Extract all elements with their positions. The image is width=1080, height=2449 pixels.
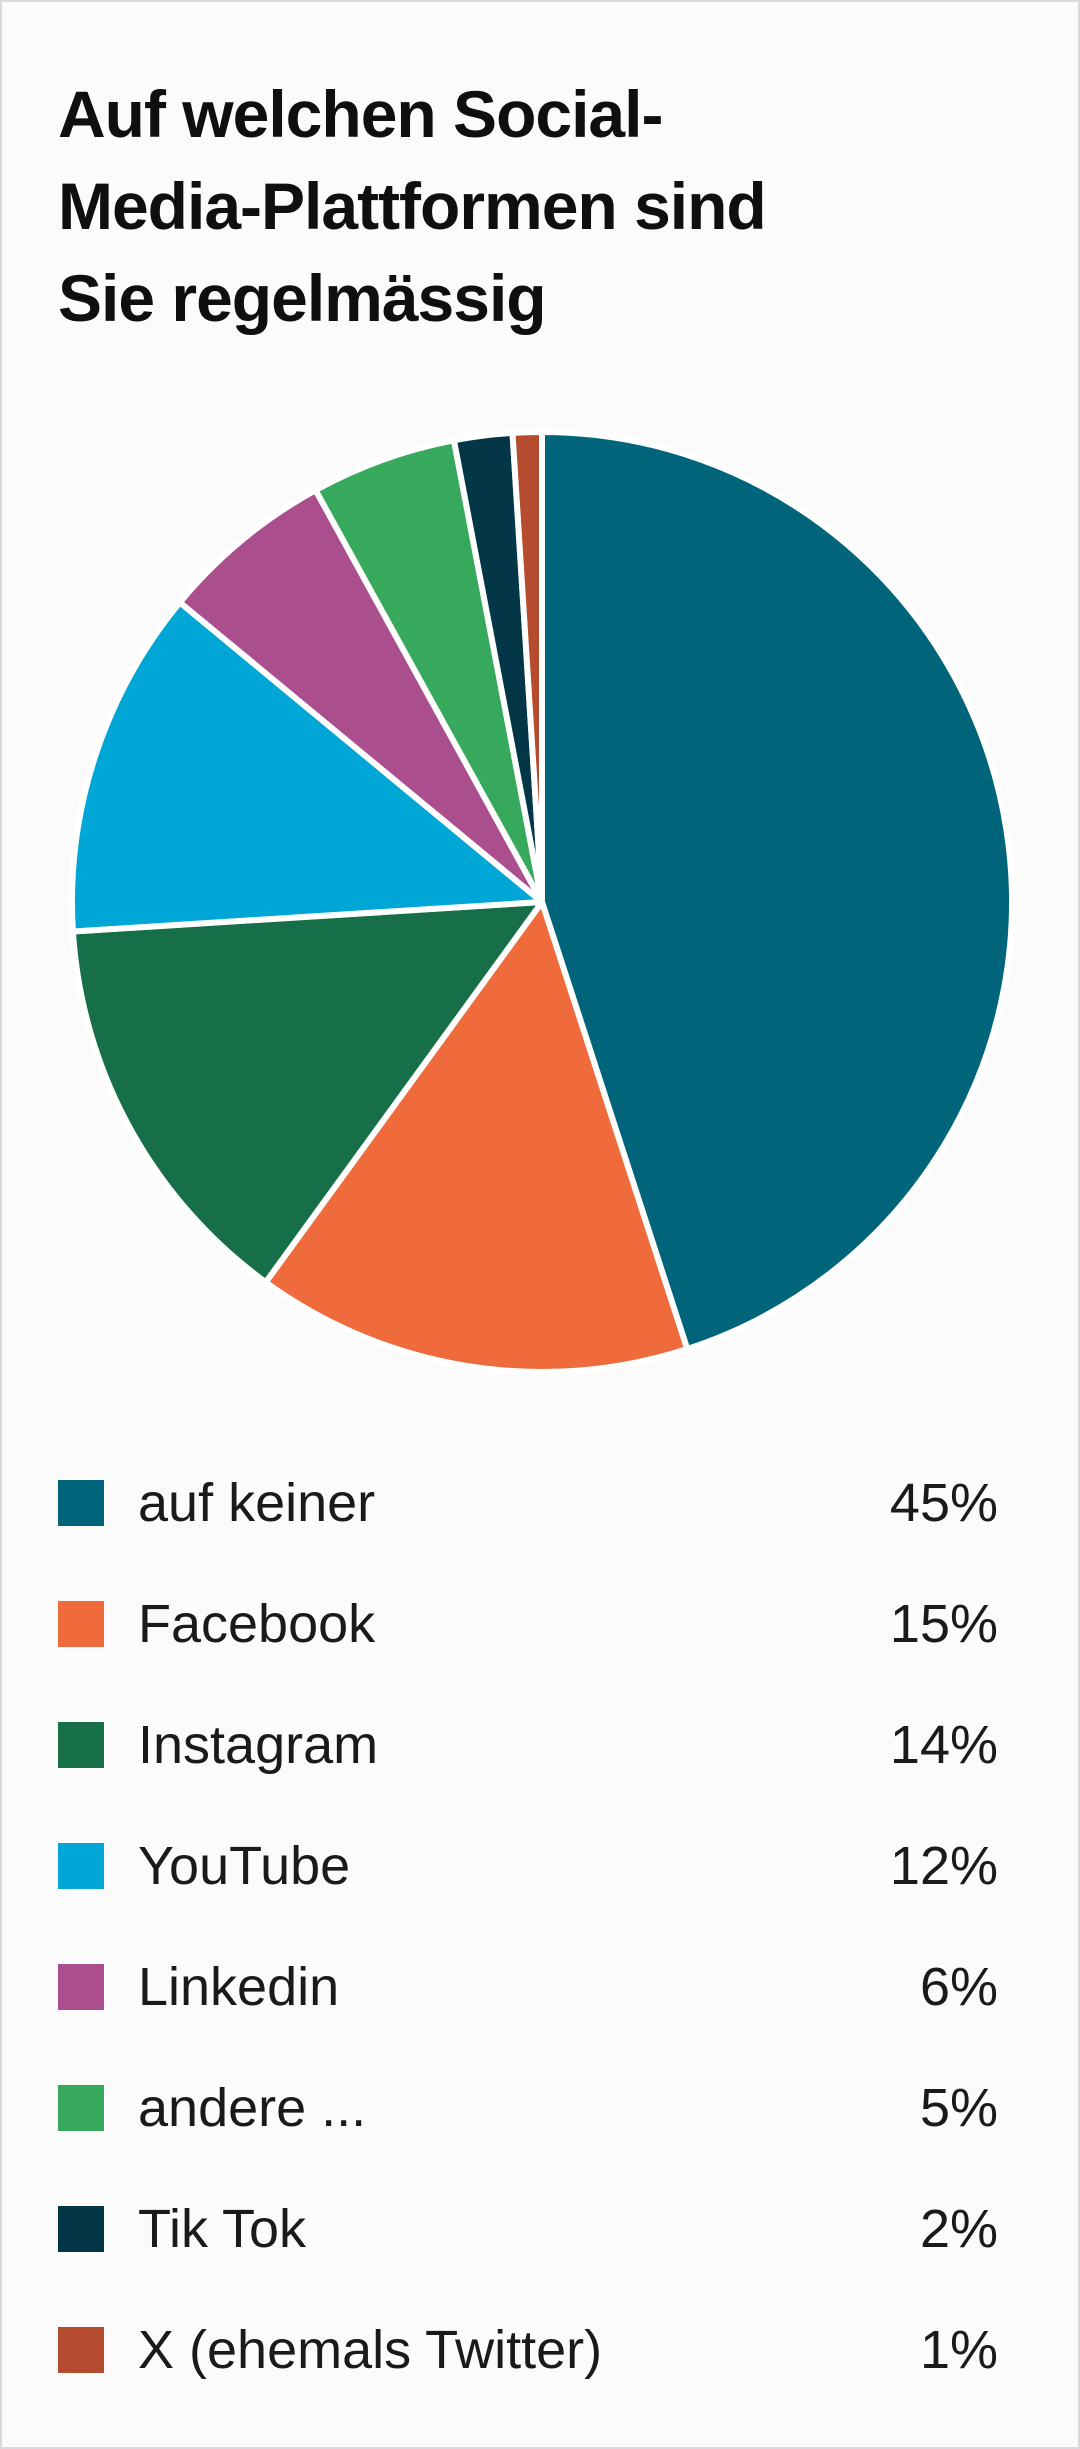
legend-value: 45% — [889, 1472, 998, 1533]
legend-label: X (ehemals Twitter) — [138, 2319, 603, 2380]
pie-slice — [69, 899, 545, 1286]
legend-swatch — [58, 2326, 104, 2373]
legend-swatch — [58, 1721, 104, 1768]
legend-swatch — [58, 2205, 104, 2252]
legend-value: 2% — [919, 2198, 998, 2259]
legend-value: 1% — [919, 2319, 998, 2380]
legend-value: 12% — [889, 1835, 998, 1896]
legend-item: auf keiner 45% — [58, 1442, 998, 1563]
pie-chart — [69, 429, 1016, 1375]
legend-label: Facebook — [138, 1593, 376, 1654]
legend-value: 6% — [919, 1956, 998, 2017]
legend-item: andere ... 5% — [58, 2047, 998, 2168]
legend-label: Instagram — [138, 1714, 379, 1775]
pie-slice — [509, 429, 545, 905]
title-line: Media-Plattformen sind — [58, 169, 767, 243]
pie-slice — [262, 899, 691, 1375]
legend-label: Tik Tok — [138, 2198, 307, 2259]
legend-item: Facebook 15% — [58, 1563, 998, 1684]
legend-value: 15% — [889, 1593, 998, 1654]
legend-item: X (ehemals Twitter) 1% — [58, 2289, 998, 2410]
legend-item: Linkedin 6% — [58, 1926, 998, 2047]
legend-swatch — [58, 2084, 104, 2131]
legend-item: Instagram 14% — [58, 1684, 998, 1805]
chart-title: Auf welchen Social- Media-Plattformen si… — [58, 68, 1038, 344]
legend-item: YouTube 12% — [58, 1805, 998, 1926]
legend-swatch — [58, 1963, 104, 2010]
legend-swatch — [58, 1842, 104, 1889]
legend-swatch — [58, 1600, 104, 1647]
pie-slice — [539, 429, 1016, 1352]
pie-slice — [176, 487, 545, 905]
legend-value: 14% — [889, 1714, 998, 1775]
pie-slice — [69, 599, 545, 935]
legend-value: 5% — [919, 2077, 998, 2138]
chart-legend: auf keiner 45% Facebook 15% Instagram 14% YouT… — [58, 1442, 998, 2410]
legend-label: auf keiner — [138, 1472, 376, 1533]
legend-swatch — [58, 1479, 104, 1526]
legend-label: YouTube — [138, 1835, 351, 1896]
title-line: Sie regelmässig — [58, 261, 547, 335]
title-line: Auf welchen Social- — [58, 77, 663, 151]
legend-label: Linkedin — [138, 1956, 340, 2017]
legend-item: Tik Tok 2% — [58, 2168, 998, 2289]
legend-label: andere ... — [138, 2077, 367, 2138]
